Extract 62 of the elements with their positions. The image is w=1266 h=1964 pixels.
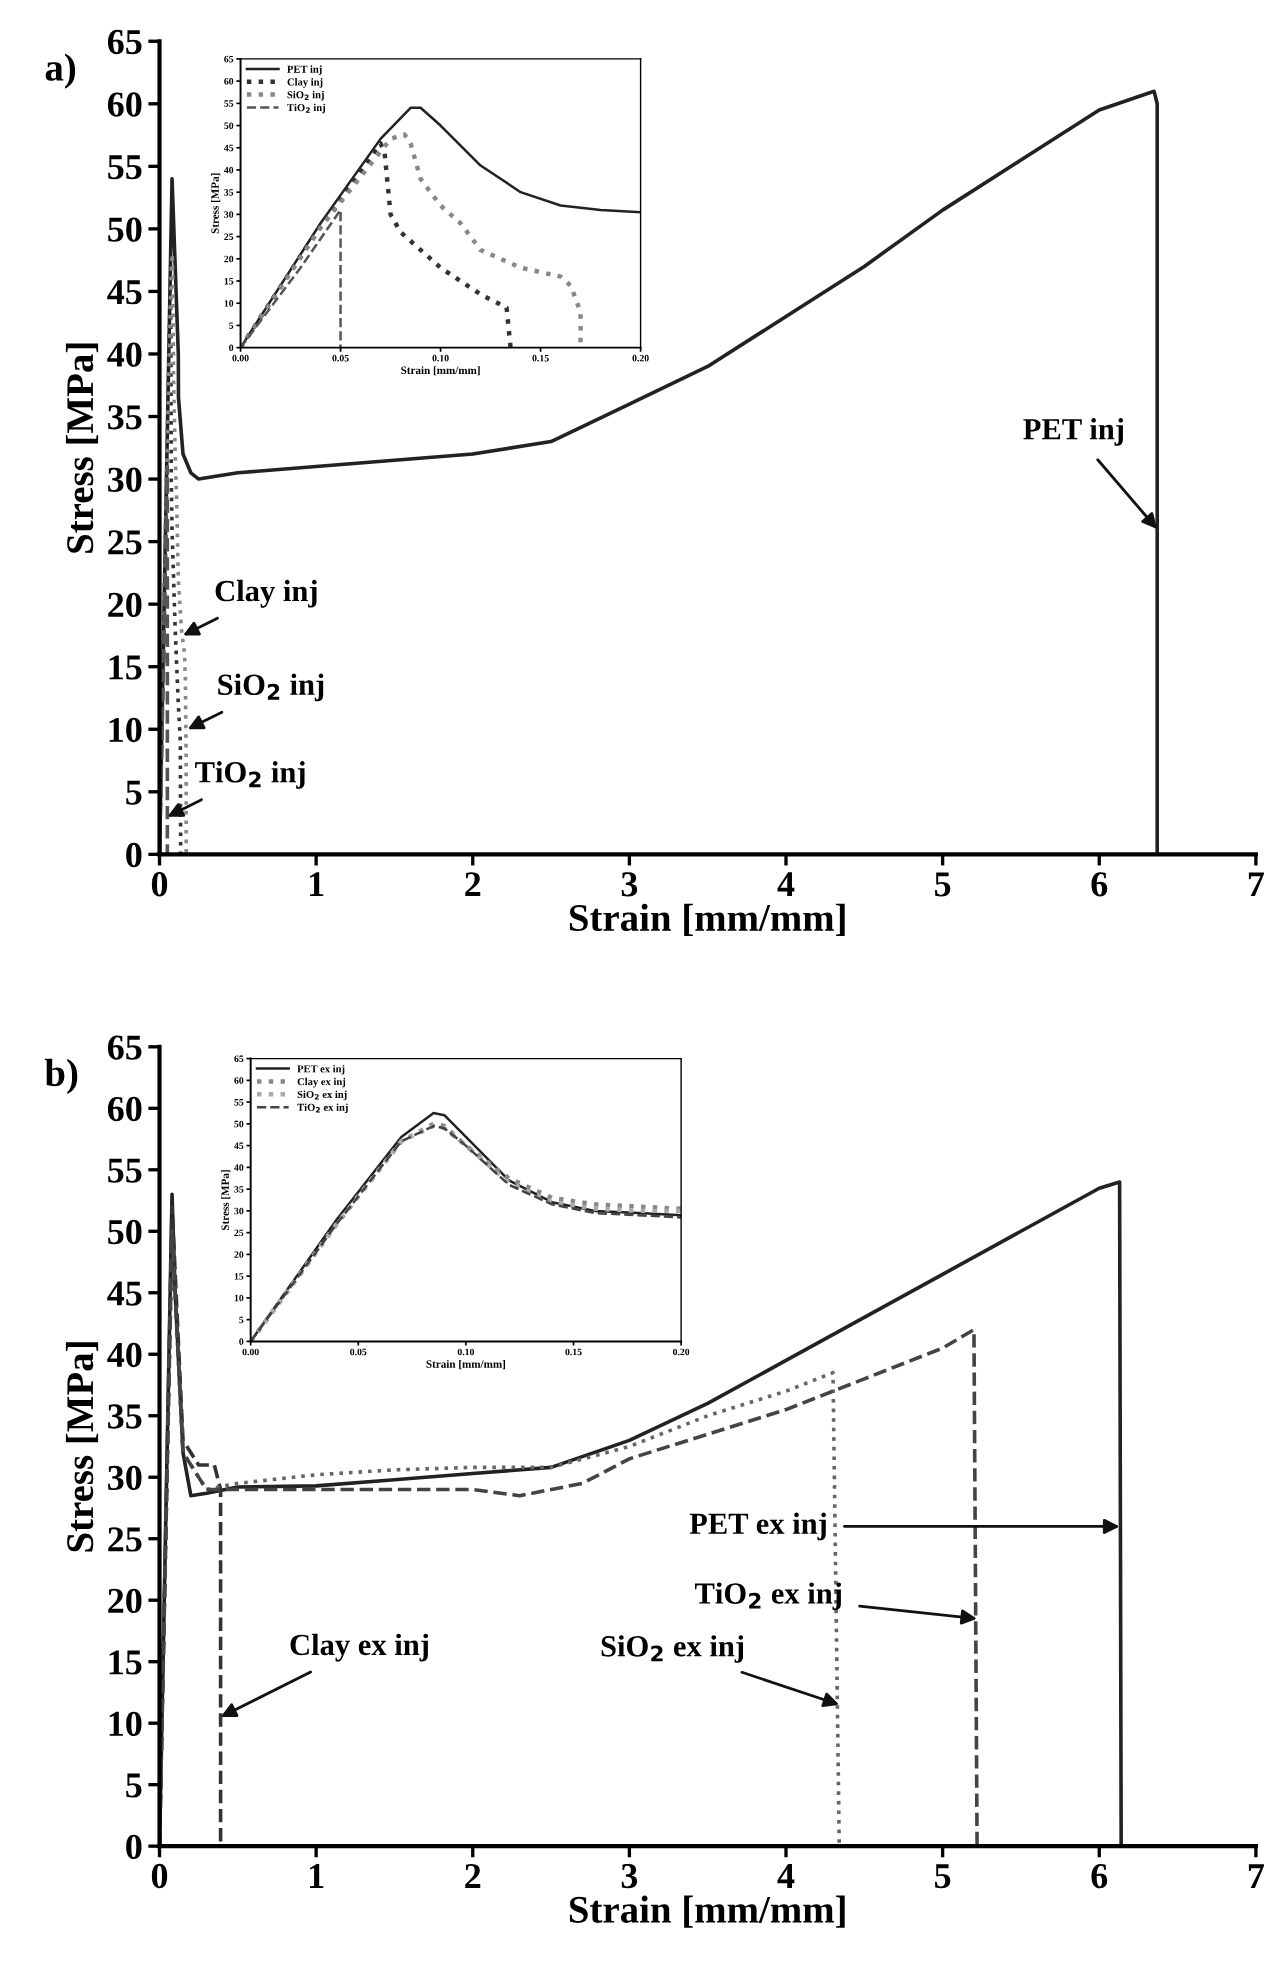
line-series — [240, 132, 583, 348]
x-tick-label: 4 — [777, 1864, 795, 1888]
y-axis-title: Stress [MPa] — [65, 343, 99, 553]
y-tick-label: 10 — [109, 1711, 142, 1737]
annotation: SiO$_{2}$ ex inj — [601, 1635, 744, 1663]
y-tick-label: 35 — [108, 1404, 142, 1429]
y-tick-label: 65 — [107, 1035, 142, 1060]
y-tick-label: 5 — [126, 780, 142, 805]
y-tick-label: 10 — [109, 717, 142, 743]
x-tick-label: 1 — [310, 872, 324, 897]
y-tick-label: 60 — [107, 92, 142, 117]
x-tick-label: 5 — [935, 1864, 951, 1889]
y-tick-label: 35 — [108, 405, 142, 430]
x-tick-label: 2 — [465, 1863, 481, 1888]
y-tick-label: 65 — [107, 29, 142, 55]
y-tick-label: 25 — [108, 1527, 142, 1552]
y-tick-label: 20 — [108, 1588, 142, 1614]
y-axis-title: Stress [MPa] — [65, 1342, 99, 1552]
x-tick-label: 2 — [465, 872, 481, 897]
annotation: Clay ex inj — [290, 1633, 429, 1662]
y-tick-label: 15 — [109, 1650, 142, 1675]
x-tick-label: 3 — [621, 872, 638, 897]
x-axis-title: Strain [mm/mm] — [569, 903, 845, 936]
x-tick-label: 7 — [1248, 1864, 1265, 1888]
line-series — [240, 141, 513, 348]
y-tick-label: 45 — [107, 1281, 142, 1306]
annotation: TiO$_{2}$ inj — [195, 761, 305, 789]
x-tick-label: 3 — [621, 1863, 638, 1889]
line-series — [159, 1229, 979, 1847]
line-series — [159, 89, 1160, 855]
y-tick-label: 40 — [107, 1342, 142, 1368]
annotation: TiO$_{2}$ ex inj — [694, 1582, 841, 1611]
x-tick-label: 6 — [1091, 872, 1108, 897]
x-tick-label: 6 — [1091, 1863, 1108, 1889]
y-tick-label: 0 — [126, 1834, 142, 1860]
y-tick-label: 50 — [108, 217, 142, 242]
annotation: SiO$_{2}$ inj — [218, 673, 324, 702]
y-tick-label: 5 — [126, 1773, 142, 1798]
y-tick-label: 50 — [108, 1219, 142, 1245]
x-tick-label: 0 — [151, 1863, 168, 1889]
y-tick-label: 30 — [108, 467, 142, 492]
x-tick-label: 5 — [935, 872, 951, 897]
y-tick-label: 55 — [108, 155, 142, 180]
x-axis-title: Strain [mm/mm] — [569, 1895, 845, 1928]
y-tick-label: 55 — [108, 1158, 142, 1183]
y-tick-label: 40 — [107, 342, 142, 367]
y-tick-label: 20 — [108, 592, 142, 618]
chart-title: a) — [45, 53, 76, 89]
y-tick-label: 25 — [108, 530, 142, 555]
y-tick-label: 45 — [107, 280, 142, 305]
y-tick-label: 0 — [126, 842, 142, 868]
x-tick-label: 7 — [1248, 872, 1265, 897]
x-tick-label: 4 — [777, 872, 795, 897]
y-tick-label: 60 — [107, 1096, 142, 1122]
annotation: PET inj — [1023, 418, 1124, 446]
chart-title: b) — [44, 1058, 78, 1095]
annotation: Clay inj — [215, 579, 317, 608]
x-tick-label: 1 — [310, 1864, 324, 1888]
x-tick-label: 0 — [151, 872, 168, 897]
annotation: PET ex inj — [689, 1512, 826, 1541]
y-tick-label: 15 — [109, 655, 142, 680]
y-tick-label: 30 — [108, 1465, 142, 1491]
